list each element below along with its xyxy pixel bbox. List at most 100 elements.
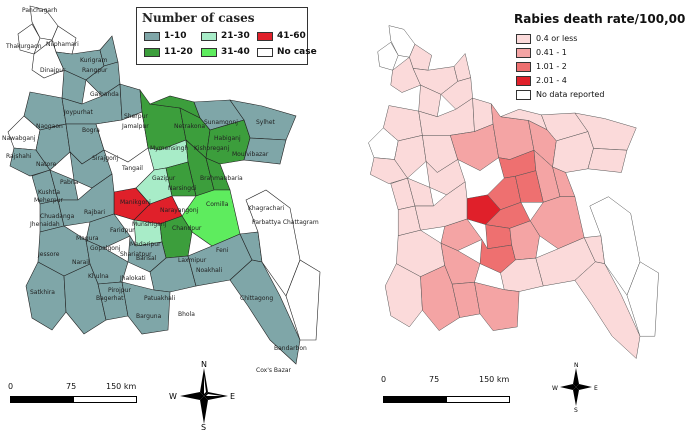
north-arrow-icon-right: N S E W [552, 362, 598, 412]
legend-label-41-60: 41-60 [277, 31, 306, 41]
scale-label-0-right: 0 [381, 375, 387, 384]
east-label-right: E [594, 385, 598, 392]
legend-label-2-01-4: 2.01 - 4 [536, 76, 567, 85]
district-rate-5 [453, 52, 472, 82]
legend-swatch-21-30 [201, 32, 217, 41]
district-rate-36 [440, 218, 483, 251]
district-label: Pirojpur [108, 287, 131, 294]
district-label: Narayangonj [160, 207, 199, 214]
legend-label-31-40: 31-40 [221, 47, 250, 57]
district-label: Naogaon [36, 123, 63, 130]
east-label: E [230, 392, 235, 401]
legend-label-1-01-2: 1.01 - 2 [536, 62, 567, 71]
district-label: Kushtia [38, 189, 60, 196]
district-label: Rajshahi [6, 153, 32, 160]
district-label: Parbattya Chattagram [252, 219, 319, 226]
district-rate-35 [414, 181, 468, 231]
legend-label-no-case: No case [277, 47, 317, 57]
district-label: Madaripur [130, 241, 161, 248]
cases-map: Panchagarh Thakurgaon Nilphamari Kurigram Di… [2, 5, 321, 374]
district-label: Habiganj [214, 135, 241, 142]
death-rate-map-panel: Rabies death rate/100,000 0.4 or less 0.… [343, 0, 685, 430]
district-label: Barguna [136, 313, 162, 320]
district-label: Jamalpur [121, 123, 149, 130]
district-rate-51 [626, 261, 659, 337]
district-label: Gaibanda [90, 91, 119, 98]
district-48 [121, 281, 171, 335]
district-label: Pabna [60, 179, 79, 186]
district-label: Shariatpur [120, 251, 152, 258]
district-label: Gazipur [152, 175, 176, 182]
district-label: Moulvibazar [232, 151, 269, 158]
cases-legend: Number of cases 1-10 21-30 41-60 11-20 3… [136, 7, 317, 65]
legend-swatch-no-data [516, 90, 531, 100]
district-1 [17, 23, 41, 55]
district-label: Feni [216, 247, 229, 254]
scale-bar [10, 396, 137, 403]
district-rate-6 [440, 77, 473, 110]
district-label: Rangpur [82, 67, 108, 74]
district-label: Chittagong [240, 295, 273, 302]
legend-swatch-31-40 [201, 48, 217, 57]
district-label: Comilla [206, 201, 229, 208]
death-rate-legend: Rabies death rate/100,000 0.4 or less 0.… [514, 12, 685, 102]
legend-label-1-10: 1-10 [164, 31, 187, 41]
legend-label-11-20: 11-20 [164, 47, 193, 57]
legend-swatch-0-41-1 [516, 48, 531, 58]
west-label-right: W [552, 385, 558, 392]
district-label: Khulna [88, 273, 109, 280]
district-label: Noakhali [196, 267, 222, 274]
district-label: Tangail [121, 165, 143, 172]
district-rate-48 [474, 281, 520, 331]
south-label: S [201, 423, 206, 430]
district-label: Narail [72, 259, 90, 266]
district-label: Sirajgonj [92, 155, 119, 162]
district-36 [85, 213, 131, 249]
legend-swatch-1-01-2 [516, 62, 531, 72]
district-label: Chandpur [172, 225, 202, 232]
district-rate-12 [394, 135, 427, 179]
district-rate-22 [587, 148, 628, 173]
district-label: Rajbari [84, 209, 105, 216]
district-label: Brahmanbaria [200, 175, 243, 182]
scale-bar-right [383, 396, 510, 403]
district-label: Chuadanga [40, 213, 75, 220]
district-51 [285, 259, 321, 341]
district-label: Sherpur [124, 113, 148, 120]
district-label: Nawabganj [2, 135, 36, 142]
legend-label-0-41-1: 0.41 - 1 [536, 48, 567, 57]
legend-swatch-11-20 [144, 48, 160, 57]
district-label: Cox's Bazar [256, 367, 292, 374]
district-label: Magura [76, 235, 99, 242]
district-label: Kurigram [80, 57, 108, 64]
district-label: Bagerhat [96, 295, 124, 302]
district-35 [57, 173, 115, 227]
legend-label-0-4: 0.4 or less [536, 34, 578, 43]
district-12 [35, 123, 71, 171]
district-label: Bhola [178, 311, 195, 318]
district-rate-37 [485, 224, 512, 250]
district-rate-1 [377, 41, 399, 71]
legend-label-no-data: No data reported [536, 90, 605, 99]
district-label: Netrakona [174, 123, 205, 130]
legend-swatch-0-4 [516, 34, 531, 44]
district-label: Natore [36, 161, 57, 168]
district-label: Narsingdi [168, 185, 197, 192]
district-label: Manikgonj [120, 199, 151, 206]
district-label: Panchagarh [22, 7, 57, 14]
cases-map-panel: Panchagarh Thakurgaon Nilphamari Kurigram Di… [0, 0, 342, 430]
district-label: Jhenaidah [29, 221, 60, 228]
district-label: Thakurgaon [5, 43, 42, 50]
scale-label-150-right: 150 km [479, 375, 510, 384]
district-label: Jhalokati [119, 275, 146, 282]
north-label: N [201, 360, 207, 369]
scale-label-75: 75 [66, 382, 77, 391]
district-label: Kishoreganj [194, 145, 230, 152]
north-arrow-icon: N S E W [169, 360, 235, 430]
district-label: Khagrachari [248, 205, 285, 212]
scale-label-75-right: 75 [429, 375, 440, 384]
legend-swatch-1-10 [144, 32, 160, 41]
district-label: Laxmipur [178, 257, 207, 264]
district-rate-11 [370, 157, 408, 184]
district-6 [85, 61, 121, 97]
